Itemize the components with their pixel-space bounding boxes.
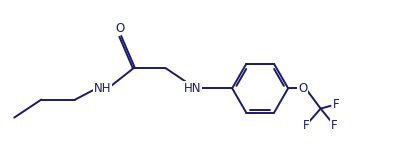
Text: F: F [333,98,340,111]
Text: O: O [116,22,125,35]
Text: HN: HN [184,82,201,95]
Text: NH: NH [93,82,111,95]
Text: F: F [303,119,310,132]
Text: O: O [298,82,307,95]
Text: F: F [331,119,337,132]
